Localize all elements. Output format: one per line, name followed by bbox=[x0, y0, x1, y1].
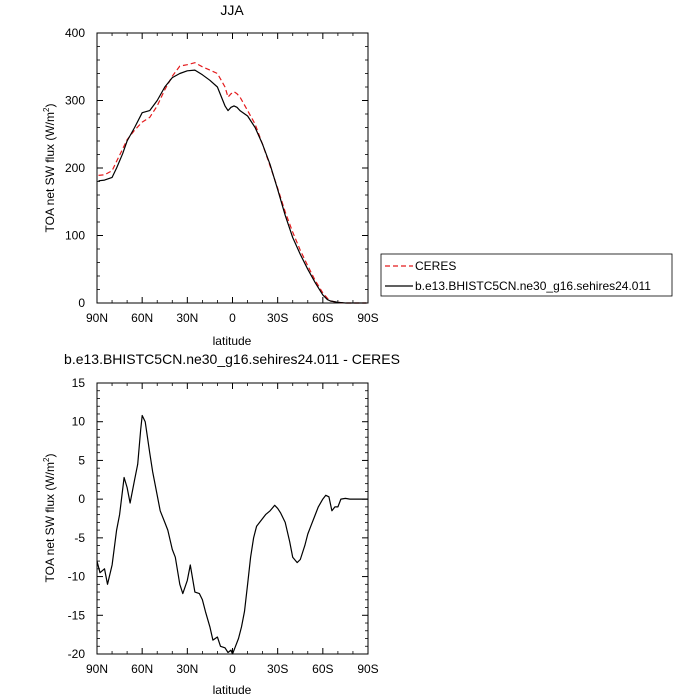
top-ytick-label: 200 bbox=[65, 161, 85, 175]
top-xtick-label: 60S bbox=[312, 311, 333, 325]
bottom-yaxis-label-close: ) bbox=[43, 454, 57, 458]
top-xtick-label: 90S bbox=[357, 311, 378, 325]
top-chart: 90N 60N 30N 0 30S 60S 90S 0 100 200 300 400 latitud… bbox=[42, 26, 379, 348]
top-yaxis-label: TOA net SW flux (W/m2) bbox=[42, 104, 57, 233]
bottom-ytick-label: 0 bbox=[78, 492, 85, 506]
top-xaxis-label: latitude bbox=[213, 334, 252, 348]
bottom-plot-frame bbox=[96, 382, 369, 655]
legend-model-label: b.e13.BHISTC5CN.ne30_g16.sehires24.011 bbox=[415, 279, 651, 293]
bottom-ytick-label: 15 bbox=[72, 376, 86, 390]
bottom-ytick-label: 10 bbox=[72, 415, 86, 429]
bottom-yaxis-label-main: TOA net SW flux (W/m bbox=[43, 462, 57, 582]
bottom-xtick-label: 0 bbox=[229, 662, 236, 676]
bottom-xtick-label: 90S bbox=[357, 662, 378, 676]
top-series-line-ceres bbox=[98, 62, 367, 304]
top-series-lines bbox=[98, 62, 367, 304]
top-ticks bbox=[96, 32, 369, 304]
bottom-yaxis-label: TOA net SW flux (W/m2) bbox=[42, 454, 57, 583]
legend: CERES b.e13.BHISTC5CN.ne30_g16.sehires24… bbox=[380, 253, 673, 297]
bottom-ytick-label: -15 bbox=[68, 608, 86, 622]
top-yaxis-label-close: ) bbox=[43, 104, 57, 108]
bottom-series-lines bbox=[96, 414, 368, 655]
top-plot-frame bbox=[96, 32, 369, 304]
top-ytick-label: 300 bbox=[65, 94, 85, 108]
legend-box bbox=[380, 253, 673, 297]
top-xtick-label: 90N bbox=[86, 311, 108, 325]
top-ytick-label: 400 bbox=[65, 26, 85, 40]
bottom-xtick-label: 30N bbox=[176, 662, 198, 676]
bottom-xtick-label: 60N bbox=[131, 662, 153, 676]
bottom-yaxis-label-sup: 2 bbox=[42, 457, 51, 462]
bottom-ytick-label: 5 bbox=[78, 453, 85, 467]
top-chart-title: JJA bbox=[220, 2, 244, 18]
top-ytick-label: 0 bbox=[78, 296, 85, 310]
bottom-ytick-label: -10 bbox=[68, 570, 86, 584]
bottom-xaxis-label: latitude bbox=[213, 683, 252, 697]
top-tick-labels: 90N 60N 30N 0 30S 60S 90S 0 100 200 300 400 bbox=[65, 26, 379, 325]
bottom-chart: 90N 60N 30N 0 30S 60S 90S -20 -15 -10 -5 0 5 10 15 lat… bbox=[42, 376, 379, 697]
top-xtick-label: 30S bbox=[267, 311, 288, 325]
bottom-chart-title: b.e13.BHISTC5CN.ne30_g16.sehires24.011 -… bbox=[64, 351, 400, 367]
top-ytick-label: 100 bbox=[65, 229, 85, 243]
legend-ceres-label: CERES bbox=[415, 259, 456, 273]
top-xtick-label: 60N bbox=[131, 311, 153, 325]
top-xtick-label: 30N bbox=[176, 311, 198, 325]
bottom-tick-labels: 90N 60N 30N 0 30S 60S 90S -20 -15 -10 -5 0 5 10 15 bbox=[68, 376, 379, 676]
bottom-ytick-label: -20 bbox=[68, 647, 86, 661]
bottom-ytick-label: -5 bbox=[74, 531, 85, 545]
bottom-xtick-label: 90N bbox=[86, 662, 108, 676]
top-yaxis-label-sup: 2 bbox=[42, 107, 51, 112]
bottom-ticks bbox=[96, 382, 369, 655]
top-yaxis-label-main: TOA net SW flux (W/m bbox=[43, 112, 57, 232]
bottom-xtick-label: 30S bbox=[267, 662, 288, 676]
top-series-line-b-e13-bhistc5cn-ne30-g16-sehires24-011 bbox=[98, 69, 367, 304]
bottom-xtick-label: 60S bbox=[312, 662, 333, 676]
bottom-series-line-difference bbox=[96, 414, 368, 655]
top-xtick-label: 0 bbox=[229, 311, 236, 325]
